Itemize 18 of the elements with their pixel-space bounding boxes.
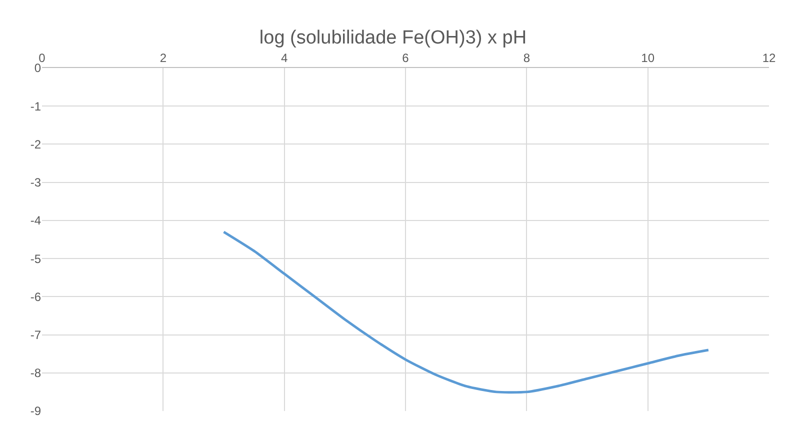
y-tick-label: -1 — [30, 99, 42, 114]
y-tick-label: -2 — [30, 137, 42, 152]
y-tick-label: -7 — [30, 328, 42, 342]
y-tick-label: -5 — [30, 252, 42, 266]
x-tick-label: 12 — [762, 51, 776, 66]
y-tick-label: -3 — [30, 176, 42, 190]
y-tick-label: -6 — [30, 290, 42, 304]
x-tick-label: 10 — [641, 51, 655, 66]
y-tick-label: -9 — [30, 404, 42, 418]
x-tick-label: 4 — [280, 51, 288, 66]
x-tick-label: 2 — [160, 51, 167, 66]
chart-title: log (solubilidade Fe(OH)3) x pH — [259, 27, 527, 48]
x-tick-label: 6 — [402, 51, 410, 66]
y-tick-label: 0 — [34, 61, 42, 76]
line-series — [222, 230, 710, 394]
x-tick-label: 8 — [523, 51, 530, 66]
y-tick-label: -4 — [30, 214, 42, 228]
y-tick-label: -8 — [30, 366, 42, 380]
